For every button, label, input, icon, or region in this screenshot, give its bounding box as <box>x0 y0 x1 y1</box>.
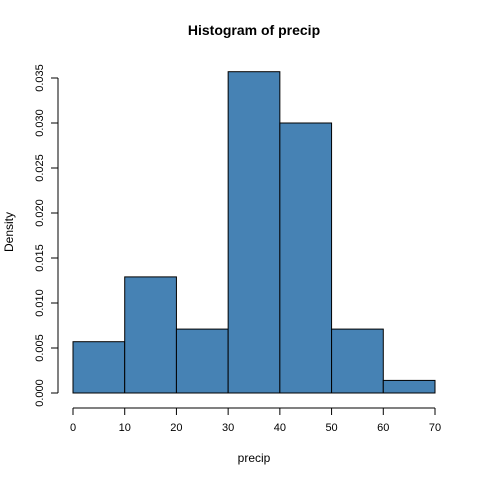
y-tick-label: 0.020 <box>34 199 46 227</box>
y-tick-label: 0.030 <box>34 109 46 137</box>
y-tick-label: 0.015 <box>34 244 46 272</box>
histogram-bar-3 <box>227 71 281 394</box>
histogram-bar-2 <box>175 328 229 394</box>
histogram-bar-0 <box>72 341 126 394</box>
y-axis: 0.000 0.005 0.010 0.015 0.020 0.025 0.030 0.035 <box>34 64 59 407</box>
y-tick-label: 0.000 <box>34 379 46 407</box>
y-tick-label: 0.025 <box>34 154 46 182</box>
y-tick-label: 0.005 <box>34 334 46 362</box>
histogram-bar-6 <box>382 379 436 394</box>
y-tick-label: 0.010 <box>34 289 46 317</box>
y-axis-label: Density <box>2 212 16 252</box>
histogram-bar-4 <box>279 122 333 394</box>
x-tick-label: 50 <box>325 422 337 434</box>
x-tick-label: 30 <box>222 422 234 434</box>
x-tick-label: 60 <box>377 422 389 434</box>
histogram-bar-1 <box>124 276 177 394</box>
y-tick-label: 0.035 <box>34 64 46 92</box>
histogram-bars <box>72 71 436 394</box>
x-axis-label: precip <box>238 451 271 465</box>
histogram-bar-5 <box>331 328 384 394</box>
x-tick-label: 0 <box>70 422 76 434</box>
x-tick-label: 70 <box>429 422 441 434</box>
x-tick-label: 20 <box>170 422 182 434</box>
chart-title: Histogram of precip <box>188 22 320 38</box>
x-tick-label: 40 <box>274 422 286 434</box>
x-tick-label: 10 <box>119 422 131 434</box>
x-axis: 0 10 20 30 40 50 60 70 <box>70 407 441 434</box>
